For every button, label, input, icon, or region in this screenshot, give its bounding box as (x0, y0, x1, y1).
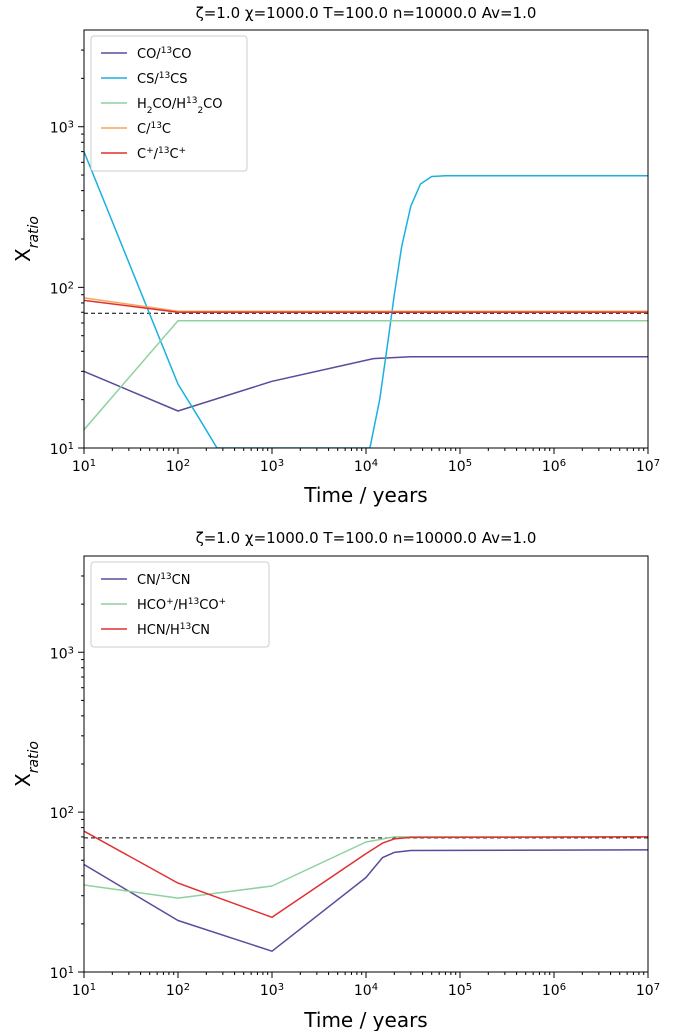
plot-area (84, 151, 648, 448)
y-tick-label: 102 (50, 805, 74, 823)
x-axis-label: Time / years (303, 1008, 427, 1031)
chart-panel-2: ζ=1.0 χ=1000.0 T=100.0 n=10000.0 Av=1.0 1… (11, 529, 660, 1031)
x-tick-label: 102 (166, 982, 190, 1000)
x-tick-label: 102 (166, 458, 190, 476)
series-line-3 (84, 319, 648, 431)
legend-box (90, 35, 248, 172)
y-tick-label: 102 (50, 280, 74, 298)
legend-label: CN/13CN (137, 572, 190, 588)
x-tick-label: 107 (636, 982, 660, 1000)
legend-label: HCN/H13CN (137, 622, 210, 638)
x-tick-label: 104 (354, 982, 378, 1000)
series-line-5 (84, 299, 648, 313)
legend-label: HCO+/H13CO+ (137, 597, 226, 613)
x-tick-label: 105 (448, 982, 472, 1000)
series-line-2 (84, 151, 648, 448)
x-axis-label: Time / years (303, 483, 427, 507)
x-tick-label: 106 (542, 982, 566, 1000)
y-axis-label: Xratio (11, 741, 42, 787)
x-tick-label: 104 (354, 458, 378, 476)
series-line-3 (84, 830, 648, 919)
legend-box (90, 561, 270, 648)
legend-label: C+/13C+ (137, 146, 186, 162)
chart-title: ζ=1.0 χ=1000.0 T=100.0 n=10000.0 Av=1.0 (196, 529, 537, 547)
x-tick-label: 103 (260, 982, 284, 1000)
series-line-1 (84, 355, 648, 412)
series-line-1 (84, 849, 648, 952)
x-tick-label: 105 (448, 458, 472, 476)
x-tick-label: 101 (72, 982, 96, 1000)
x-tick-label: 107 (636, 458, 660, 476)
legend-label: H2CO/H132CO (137, 96, 222, 116)
plot-area (84, 830, 648, 952)
x-tick-label: 106 (542, 458, 566, 476)
series-line-2 (84, 836, 648, 899)
chart-panel-1: ζ=1.0 χ=1000.0 T=100.0 n=10000.0 Av=1.0 1… (11, 4, 660, 507)
y-tick-label: 103 (50, 645, 74, 663)
x-tick-label: 103 (260, 458, 284, 476)
chart-title: ζ=1.0 χ=1000.0 T=100.0 n=10000.0 Av=1.0 (196, 4, 537, 22)
y-tick-label: 101 (50, 441, 74, 459)
series-line-4 (84, 297, 648, 313)
x-tick-label: 101 (72, 458, 96, 476)
y-axis-label: Xratio (11, 216, 42, 262)
y-tick-label: 103 (50, 119, 74, 137)
legend-label: CS/13CS (137, 71, 188, 87)
legend-label: C/13C (137, 121, 171, 137)
y-tick-label: 101 (50, 965, 74, 983)
legend-label: CO/13CO (137, 46, 191, 62)
